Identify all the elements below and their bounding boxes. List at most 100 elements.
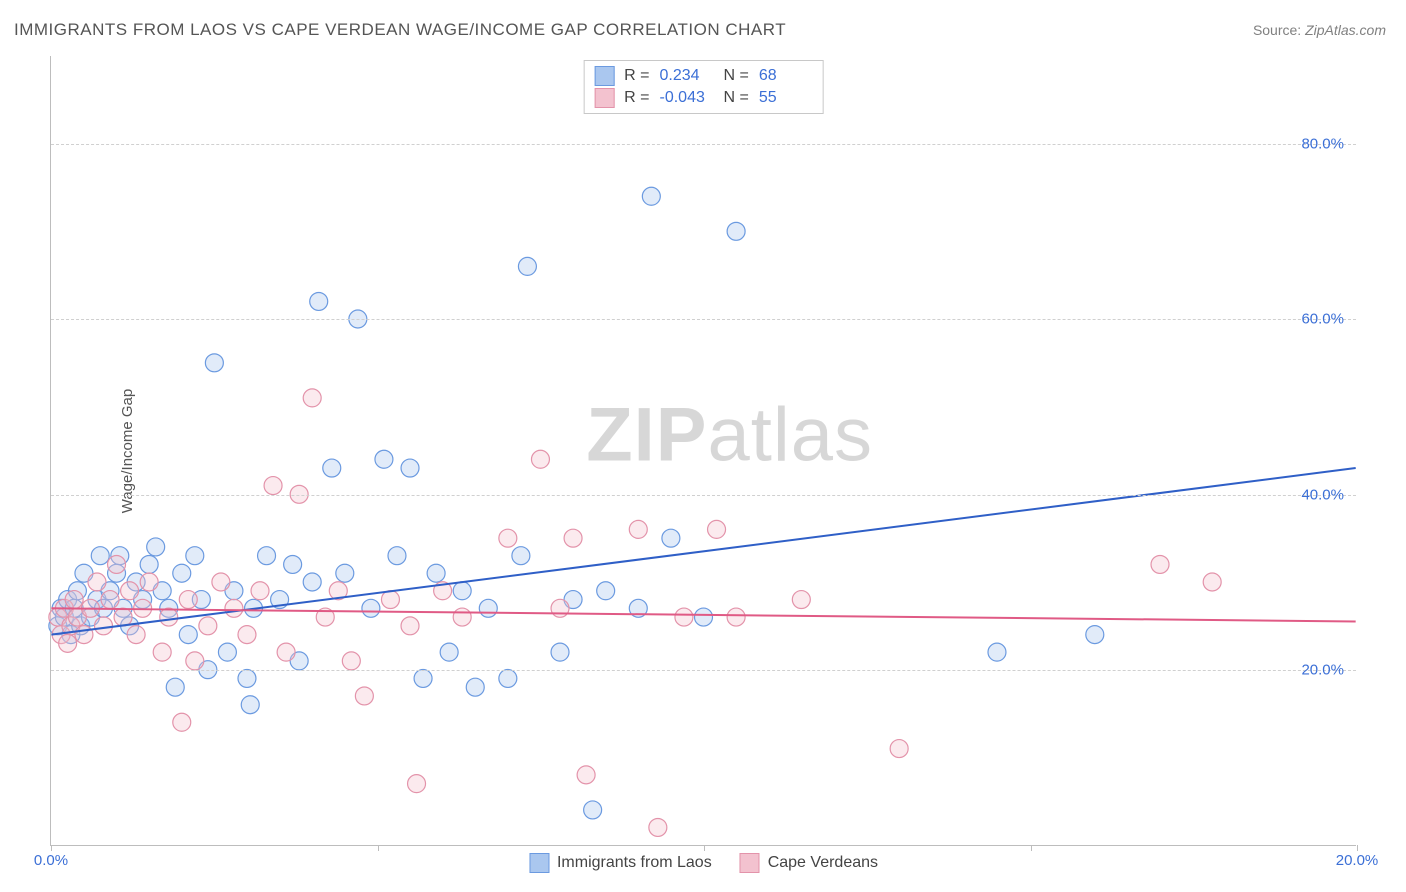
data-point	[1151, 555, 1169, 573]
data-point	[199, 617, 217, 635]
data-point	[241, 696, 259, 714]
data-point	[727, 222, 745, 240]
data-point	[277, 643, 295, 661]
r-label: R =	[624, 89, 649, 107]
data-point	[91, 547, 109, 565]
data-point	[362, 599, 380, 617]
data-point	[251, 582, 269, 600]
data-point	[284, 555, 302, 573]
n-label: N =	[724, 89, 749, 107]
data-point	[401, 459, 419, 477]
data-point	[166, 678, 184, 696]
data-point	[160, 608, 178, 626]
data-point	[95, 617, 113, 635]
source-credit: Source: ZipAtlas.com	[1253, 22, 1386, 38]
source-label: Source:	[1253, 22, 1301, 38]
data-point	[597, 582, 615, 600]
data-point	[466, 678, 484, 696]
data-point	[258, 547, 276, 565]
data-point	[381, 591, 399, 609]
data-point	[577, 766, 595, 784]
data-point	[427, 564, 445, 582]
scatter-plot	[51, 56, 1356, 845]
data-point	[662, 529, 680, 547]
data-point	[225, 599, 243, 617]
data-point	[127, 626, 145, 644]
page-title: IMMIGRANTS FROM LAOS VS CAPE VERDEAN WAG…	[14, 20, 786, 40]
data-point	[212, 573, 230, 591]
r-value: 0.234	[660, 67, 714, 85]
legend-swatch	[529, 853, 549, 873]
r-label: R =	[624, 67, 649, 85]
data-point	[518, 257, 536, 275]
y-tick-label: 40.0%	[1301, 486, 1344, 503]
legend-label: Cape Verdeans	[768, 854, 878, 872]
legend-swatch	[594, 88, 614, 108]
data-point	[695, 608, 713, 626]
data-point	[453, 582, 471, 600]
data-point	[564, 529, 582, 547]
data-point	[649, 818, 667, 836]
legend-swatch	[740, 853, 760, 873]
data-point	[108, 555, 126, 573]
x-tick-mark	[51, 845, 52, 851]
data-point	[186, 652, 204, 670]
data-point	[101, 591, 119, 609]
y-tick-label: 80.0%	[1301, 135, 1344, 152]
data-point	[375, 450, 393, 468]
data-point	[336, 564, 354, 582]
data-point	[453, 608, 471, 626]
stats-legend-row: R =0.234N =68	[594, 65, 813, 87]
data-point	[1203, 573, 1221, 591]
data-point	[303, 389, 321, 407]
r-value: -0.043	[660, 89, 714, 107]
data-point	[512, 547, 530, 565]
data-point	[218, 643, 236, 661]
chart-area: Wage/Income Gap ZIPatlas R =0.234N =68R …	[50, 56, 1356, 846]
data-point	[988, 643, 1006, 661]
n-label: N =	[724, 67, 749, 85]
data-point	[642, 187, 660, 205]
data-point	[186, 547, 204, 565]
data-point	[264, 477, 282, 495]
data-point	[440, 643, 458, 661]
data-point	[323, 459, 341, 477]
x-tick-mark	[1031, 845, 1032, 851]
data-point	[238, 669, 256, 687]
data-point	[792, 591, 810, 609]
data-point	[551, 643, 569, 661]
data-point	[59, 634, 77, 652]
data-point	[479, 599, 497, 617]
data-point	[499, 669, 517, 687]
data-point	[179, 591, 197, 609]
data-point	[675, 608, 693, 626]
data-point	[153, 643, 171, 661]
x-tick-label: 0.0%	[34, 852, 68, 869]
series-legend: Immigrants from Laos Cape Verdeans	[529, 853, 878, 873]
gridline	[51, 495, 1356, 496]
gridline	[51, 144, 1356, 145]
x-tick-mark	[1357, 845, 1358, 851]
data-point	[408, 775, 426, 793]
source-value: ZipAtlas.com	[1305, 22, 1386, 38]
data-point	[708, 520, 726, 538]
gridline	[51, 319, 1356, 320]
data-point	[584, 801, 602, 819]
data-point	[388, 547, 406, 565]
n-value: 55	[759, 89, 813, 107]
data-point	[179, 626, 197, 644]
legend-swatch	[594, 66, 614, 86]
x-tick-label: 20.0%	[1336, 852, 1379, 869]
legend-label: Immigrants from Laos	[557, 854, 712, 872]
legend-item: Immigrants from Laos	[529, 853, 712, 873]
data-point	[140, 573, 158, 591]
data-point	[238, 626, 256, 644]
data-point	[88, 573, 106, 591]
data-point	[173, 713, 191, 731]
data-point	[75, 626, 93, 644]
data-point	[147, 538, 165, 556]
stats-legend: R =0.234N =68R =-0.043N =55	[583, 60, 824, 114]
data-point	[140, 555, 158, 573]
legend-item: Cape Verdeans	[740, 853, 878, 873]
data-point	[342, 652, 360, 670]
